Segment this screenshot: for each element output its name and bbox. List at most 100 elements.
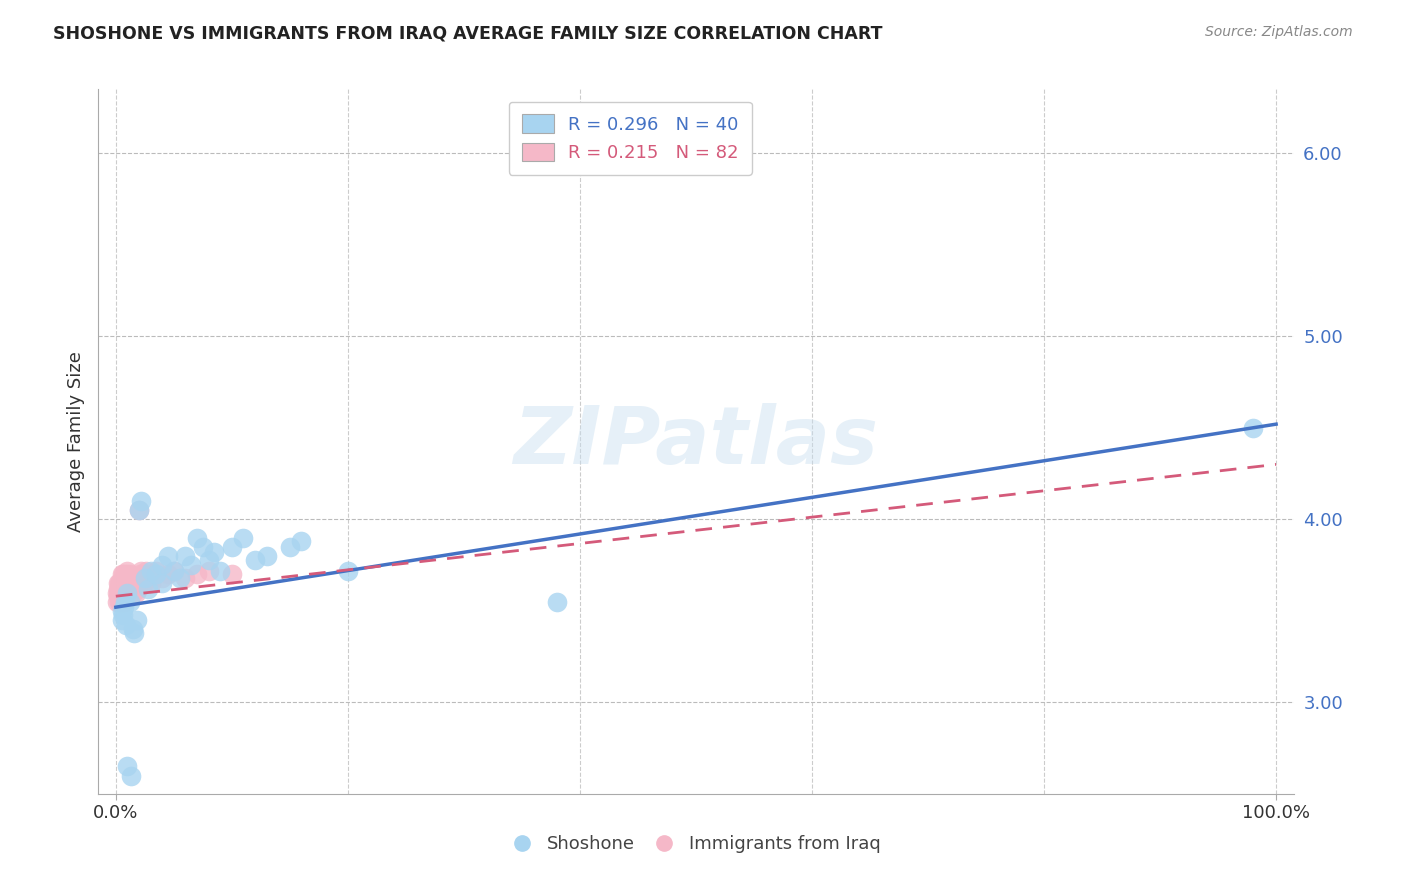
Point (124, 585, 146, 599)
Point (256, 549, 278, 563)
Point (118, 567, 141, 582)
Point (128, 576, 150, 591)
Point (124, 582, 146, 596)
Point (114, 595, 136, 609)
Point (118, 582, 141, 596)
Point (117, 585, 139, 599)
Point (110, 576, 132, 591)
Point (111, 576, 134, 591)
Point (163, 564, 186, 578)
Point (111, 595, 134, 609)
Point (122, 585, 145, 599)
Point (125, 571, 148, 585)
Point (197, 564, 219, 578)
Point (117, 567, 139, 582)
Point (122, 576, 145, 591)
Point (290, 534, 312, 549)
Point (128, 503, 150, 517)
Point (209, 564, 232, 578)
Point (221, 540, 243, 554)
Point (112, 582, 135, 596)
Point (121, 582, 143, 596)
Point (110, 582, 132, 596)
Point (120, 571, 142, 585)
Point (174, 571, 197, 585)
Point (145, 564, 167, 578)
Text: Source: ZipAtlas.com: Source: ZipAtlas.com (1205, 25, 1353, 39)
Point (115, 585, 138, 599)
Point (127, 582, 149, 596)
Point (115, 582, 138, 596)
Point (112, 595, 135, 609)
Point (114, 571, 136, 585)
Point (115, 618, 138, 632)
Text: SHOSHONE VS IMMIGRANTS FROM IRAQ AVERAGE FAMILY SIZE CORRELATION CHART: SHOSHONE VS IMMIGRANTS FROM IRAQ AVERAGE… (53, 25, 883, 43)
Point (124, 576, 146, 591)
Point (115, 576, 138, 591)
Point (197, 552, 219, 566)
Point (278, 540, 301, 554)
Point (135, 564, 157, 578)
Point (122, 571, 145, 585)
Point (112, 576, 135, 591)
Point (117, 759, 139, 773)
Point (110, 589, 132, 603)
Point (117, 585, 139, 599)
Point (110, 585, 132, 599)
Point (111, 585, 134, 599)
Point (112, 600, 135, 615)
Point (232, 531, 254, 545)
Point (114, 576, 136, 591)
Point (131, 571, 153, 585)
Point (132, 576, 155, 591)
Point (157, 567, 180, 582)
Y-axis label: Average Family Size: Average Family Size (66, 351, 84, 532)
Point (107, 582, 129, 596)
Point (111, 576, 134, 591)
Point (107, 576, 129, 591)
Point (105, 595, 128, 609)
Point (131, 564, 153, 578)
Point (134, 567, 156, 582)
Point (124, 576, 146, 591)
Point (121, 576, 143, 591)
Point (108, 595, 131, 609)
Point (139, 576, 162, 591)
Point (186, 531, 208, 545)
Point (139, 564, 162, 578)
Point (174, 549, 197, 563)
Point (221, 567, 243, 582)
Point (336, 564, 359, 578)
Point (108, 576, 131, 591)
Point (111, 604, 134, 618)
Point (111, 582, 134, 596)
Point (117, 576, 139, 591)
Legend: Shoshone, Immigrants from Iraq: Shoshone, Immigrants from Iraq (502, 826, 890, 863)
Point (117, 564, 139, 578)
Point (157, 549, 180, 563)
Point (111, 585, 134, 599)
Point (117, 576, 139, 591)
Point (115, 571, 138, 585)
Point (111, 595, 134, 609)
Point (111, 567, 134, 582)
Point (169, 571, 191, 585)
Point (163, 564, 186, 578)
Point (124, 625, 146, 640)
Point (118, 595, 141, 609)
Point (136, 582, 159, 596)
Point (120, 768, 142, 782)
Point (204, 545, 226, 559)
Point (125, 613, 148, 627)
Point (110, 595, 132, 609)
Point (114, 582, 136, 596)
Point (150, 576, 173, 591)
Point (112, 585, 135, 599)
Point (112, 589, 135, 603)
Point (114, 567, 136, 582)
Point (120, 585, 142, 599)
Point (546, 595, 568, 609)
Point (136, 571, 159, 585)
Point (186, 567, 208, 582)
Point (134, 571, 156, 585)
